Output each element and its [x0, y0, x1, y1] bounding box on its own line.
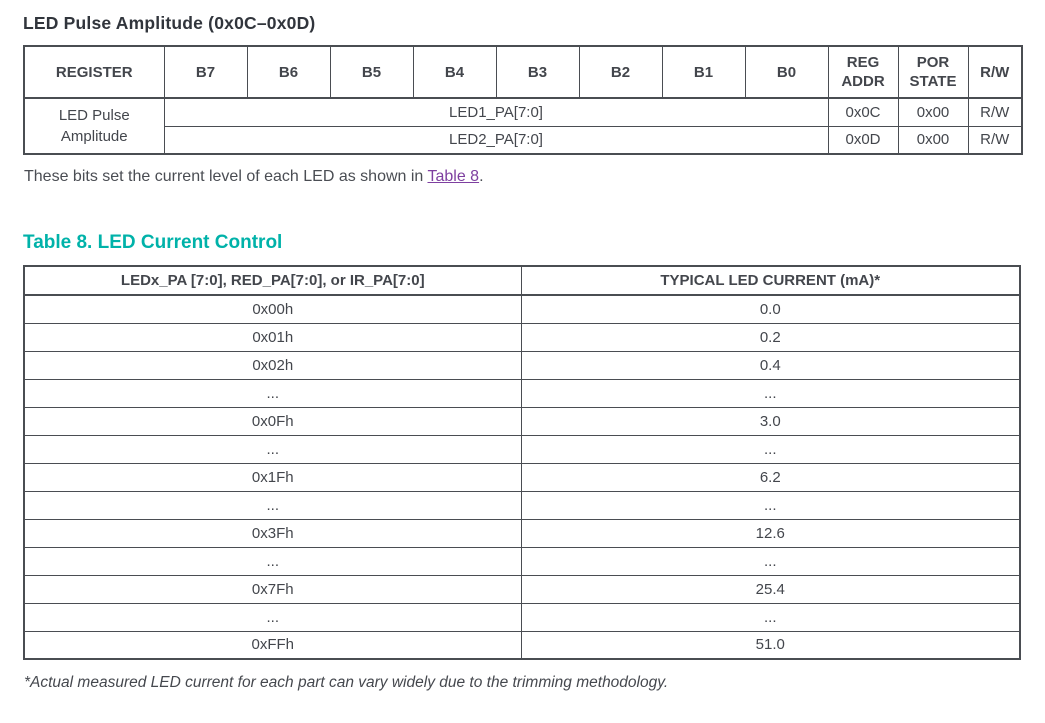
column-header-b0: B0: [744, 45, 829, 99]
table-row: ......: [23, 378, 1021, 408]
table8-title: Table 8. LED Current Control: [23, 232, 283, 253]
pa-code-cell: 0x7Fh: [23, 574, 522, 604]
por-state-cell: 0x00: [897, 125, 969, 155]
pa-code-cell: ...: [23, 434, 522, 464]
table-row: 0x1Fh 6.2: [23, 462, 1021, 492]
current-value-cell: 6.2: [520, 462, 1021, 492]
table-row: ......: [23, 490, 1021, 520]
pa-code-cell: ...: [23, 490, 522, 520]
column-header-typical-current: TYPICAL LED CURRENT (mA)*: [520, 265, 1021, 296]
reg-addr-cell: 0x0C: [827, 97, 899, 127]
current-value-cell: ...: [520, 378, 1021, 408]
current-value-cell: ...: [520, 434, 1021, 464]
column-header-ledx-pa: LEDx_PA [7:0], RED_PA[7:0], or IR_PA[7:0…: [23, 265, 522, 296]
bits-cell: LED1_PA[7:0]: [163, 97, 829, 127]
current-table-header-row: LEDx_PA [7:0], RED_PA[7:0], or IR_PA[7:0…: [23, 265, 1021, 296]
current-value-cell: 51.0: [520, 630, 1021, 660]
column-header-b6: B6: [246, 45, 331, 99]
current-value-cell: 12.6: [520, 518, 1021, 548]
rw-cell: R/W: [967, 125, 1023, 155]
current-value-cell: ...: [520, 490, 1021, 520]
por-state-cell: 0x00: [897, 97, 969, 127]
pa-code-cell: 0x02h: [23, 350, 522, 380]
table-row: 0x02h 0.4: [23, 350, 1021, 380]
pa-code-cell: 0x0Fh: [23, 406, 522, 436]
table-row: ......: [23, 434, 1021, 464]
column-header-b5: B5: [329, 45, 414, 99]
table-row: 0xFFh 51.0: [23, 630, 1021, 660]
table-row: ......: [23, 546, 1021, 576]
column-header-por-state: POR STATE: [897, 45, 969, 99]
current-value-cell: 0.4: [520, 350, 1021, 380]
current-value-cell: 0.2: [520, 322, 1021, 352]
table-row: 0x0Fh 3.0: [23, 406, 1021, 436]
datasheet-page: LED Pulse Amplitude (0x0C–0x0D) REGISTER…: [23, 13, 1023, 691]
table-row: 0x00h 0.0: [23, 294, 1021, 324]
table-row: 0x3Fh 12.6: [23, 518, 1021, 548]
rw-cell: R/W: [967, 97, 1023, 127]
pa-code-cell: 0x1Fh: [23, 462, 522, 492]
table-row: LED2_PA[7:0] 0x0D 0x00 R/W: [24, 125, 1023, 155]
description-suffix: .: [479, 168, 484, 185]
current-value-cell: ...: [520, 546, 1021, 576]
footnote-text: *Actual measured LED current for each pa…: [24, 674, 669, 691]
column-header-b2: B2: [578, 45, 663, 99]
column-header-rw: R/W: [967, 45, 1023, 99]
table-row: ......: [23, 602, 1021, 632]
current-value-cell: 0.0: [520, 294, 1021, 324]
section-title: LED Pulse Amplitude (0x0C–0x0D): [23, 13, 316, 33]
current-value-cell: 25.4: [520, 574, 1021, 604]
column-header-b1: B1: [661, 45, 746, 99]
current-value-cell: ...: [520, 602, 1021, 632]
reg-addr-cell: 0x0D: [827, 125, 899, 155]
column-header-b4: B4: [412, 45, 497, 99]
pa-code-cell: 0x01h: [23, 322, 522, 352]
table8-link[interactable]: Table 8: [427, 168, 480, 185]
table-row: 0x7Fh 25.4: [23, 574, 1021, 604]
description-prefix: These bits set the current level of each…: [24, 168, 428, 185]
pa-code-cell: 0xFFh: [23, 630, 522, 660]
pa-code-cell: ...: [23, 378, 522, 408]
led-current-table: LEDx_PA [7:0], RED_PA[7:0], or IR_PA[7:0…: [23, 265, 1021, 660]
pa-code-cell: 0x00h: [23, 294, 522, 324]
pa-code-cell: ...: [23, 602, 522, 632]
current-value-cell: 3.0: [520, 406, 1021, 436]
column-header-register: REGISTER: [23, 45, 165, 99]
pa-code-cell: ...: [23, 546, 522, 576]
bits-cell: LED2_PA[7:0]: [163, 125, 829, 155]
description-text: These bits set the current level of each…: [24, 168, 1019, 186]
column-header-reg-addr: REG ADDR: [827, 45, 899, 99]
register-table-header-row: REGISTER B7 B6 B5 B4 B3 B2 B1 B0 REG ADD…: [23, 45, 1023, 99]
register-table: REGISTER B7 B6 B5 B4 B3 B2 B1 B0 REG ADD…: [23, 45, 1023, 155]
pa-code-cell: 0x3Fh: [23, 518, 522, 548]
column-header-b3: B3: [495, 45, 580, 99]
table-row: 0x01h 0.2: [23, 322, 1021, 352]
register-name-cell: LED Pulse Amplitude: [23, 97, 165, 155]
column-header-b7: B7: [163, 45, 248, 99]
table-row: LED Pulse Amplitude LED1_PA[7:0] 0x0C 0x…: [23, 97, 1023, 155]
